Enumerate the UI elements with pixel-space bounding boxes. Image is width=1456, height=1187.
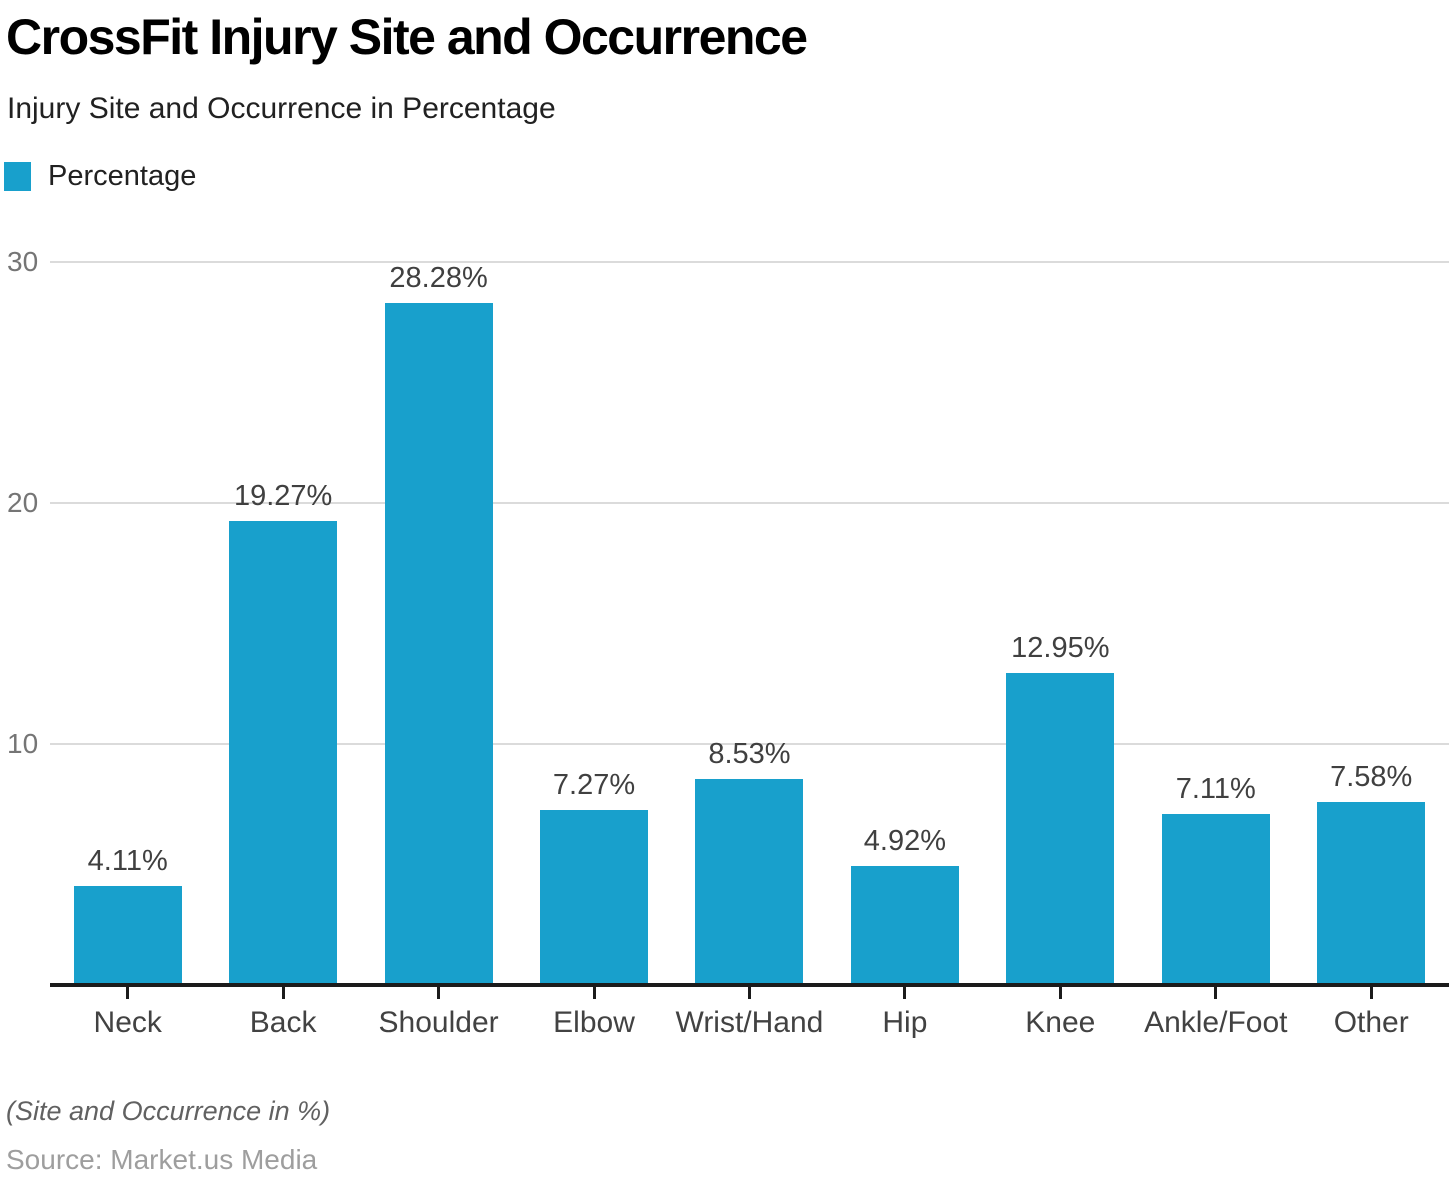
value-label-back: 19.27%	[233, 479, 333, 512]
tick-cell	[516, 987, 671, 999]
x-category-label-wrist-hand: Wrist/Hand	[675, 1006, 824, 1039]
gridline-20	[50, 502, 1449, 504]
bar-knee[interactable]	[1006, 672, 1115, 985]
x-axis-tick	[903, 987, 907, 999]
x-axis-tick	[1369, 987, 1373, 999]
x-axis-line	[50, 983, 1449, 987]
bar-wrist-hand[interactable]	[695, 779, 804, 985]
bar-shoulder[interactable]	[384, 303, 493, 985]
bar-slot-other: 7.58%	[1294, 240, 1449, 985]
tick-cell	[1294, 987, 1449, 999]
tick-cell	[1138, 987, 1293, 999]
x-axis-tick	[126, 987, 130, 999]
value-label-other: 7.58%	[1330, 761, 1413, 794]
x-category-label-other: Other	[1333, 1006, 1409, 1039]
x-axis-tick	[1058, 987, 1062, 999]
bar-back[interactable]	[229, 520, 338, 985]
x-category-label-elbow: Elbow	[553, 1006, 635, 1039]
bar-hip[interactable]	[850, 866, 959, 985]
chart-title: CrossFit Injury Site and Occurrence	[6, 9, 808, 65]
tick-cell	[361, 987, 516, 999]
y-axis-labels: 10 20 30	[7, 240, 47, 985]
y-tick-label-30: 30	[7, 246, 39, 277]
tick-cell	[50, 987, 205, 999]
value-label-elbow: 7.27%	[552, 768, 636, 801]
value-label-neck: 4.11%	[87, 844, 168, 877]
footer-note: (Site and Occurrence in %)	[6, 1096, 331, 1126]
bar-slot-hip: 4.92%	[827, 240, 982, 985]
value-label-wrist-hand: 8.53%	[708, 738, 791, 771]
legend-swatch-icon	[4, 162, 31, 191]
bar-slot-shoulder: 28.28%	[361, 240, 516, 985]
x-axis-tick	[281, 987, 285, 999]
bar-slot-back: 19.27%	[205, 240, 360, 985]
tick-cell	[827, 987, 982, 999]
plot-area: 4.11% 19.27% 28.28% 7.27% 8.53% 4.92% 12.95% 7.…	[50, 240, 1449, 985]
y-tick-label-20: 20	[7, 487, 39, 518]
gridline-10	[50, 743, 1449, 745]
x-category-label-ankle-foot: Ankle/Foot	[1144, 1006, 1288, 1039]
x-axis-tick	[1214, 987, 1218, 999]
x-axis-ticks	[50, 987, 1449, 999]
legend: Percentage	[4, 160, 196, 193]
x-category-label-knee: Knee	[1025, 1006, 1096, 1039]
legend-item-percentage[interactable]: Percentage	[4, 160, 196, 193]
x-axis-tick	[592, 987, 596, 999]
bar-slot-elbow: 7.27%	[516, 240, 671, 985]
x-axis-category-labels: Neck Back Shoulder Elbow Wrist/Hand Hip Knee An…	[50, 1006, 1449, 1040]
legend-label: Percentage	[48, 160, 197, 192]
y-tick-label-10: 10	[7, 728, 39, 759]
x-category-label-neck: Neck	[93, 1006, 162, 1039]
value-label-shoulder: 28.28%	[389, 262, 488, 295]
bar-other[interactable]	[1317, 802, 1426, 985]
gridline-30	[50, 261, 1449, 263]
value-label-ankle-foot: 7.11%	[1175, 772, 1256, 805]
chart-subtitle: Injury Site and Occurrence in Percentage	[7, 92, 556, 125]
bar-neck[interactable]	[73, 885, 182, 985]
x-category-label-shoulder: Shoulder	[378, 1006, 499, 1039]
x-axis-tick	[437, 987, 441, 999]
bar-elbow[interactable]	[540, 809, 649, 985]
tick-cell	[205, 987, 360, 999]
gridlines	[50, 240, 1449, 985]
x-category-label-back: Back	[249, 1006, 317, 1039]
x-category-label-hip: Hip	[882, 1006, 928, 1039]
value-label-knee: 12.95%	[1011, 631, 1110, 664]
tick-cell	[983, 987, 1138, 999]
bar-slot-ankle-foot: 7.11%	[1138, 240, 1293, 985]
bar-ankle-foot[interactable]	[1161, 813, 1270, 985]
bar-slot-knee: 12.95%	[983, 240, 1138, 985]
value-label-hip: 4.92%	[863, 825, 947, 858]
footer-source: Source: Market.us Media	[6, 1144, 318, 1175]
bar-slot-neck: 4.11%	[50, 240, 205, 985]
x-axis-tick	[747, 987, 751, 999]
bar-slot-wrist-hand: 8.53%	[672, 240, 827, 985]
tick-cell	[672, 987, 827, 999]
